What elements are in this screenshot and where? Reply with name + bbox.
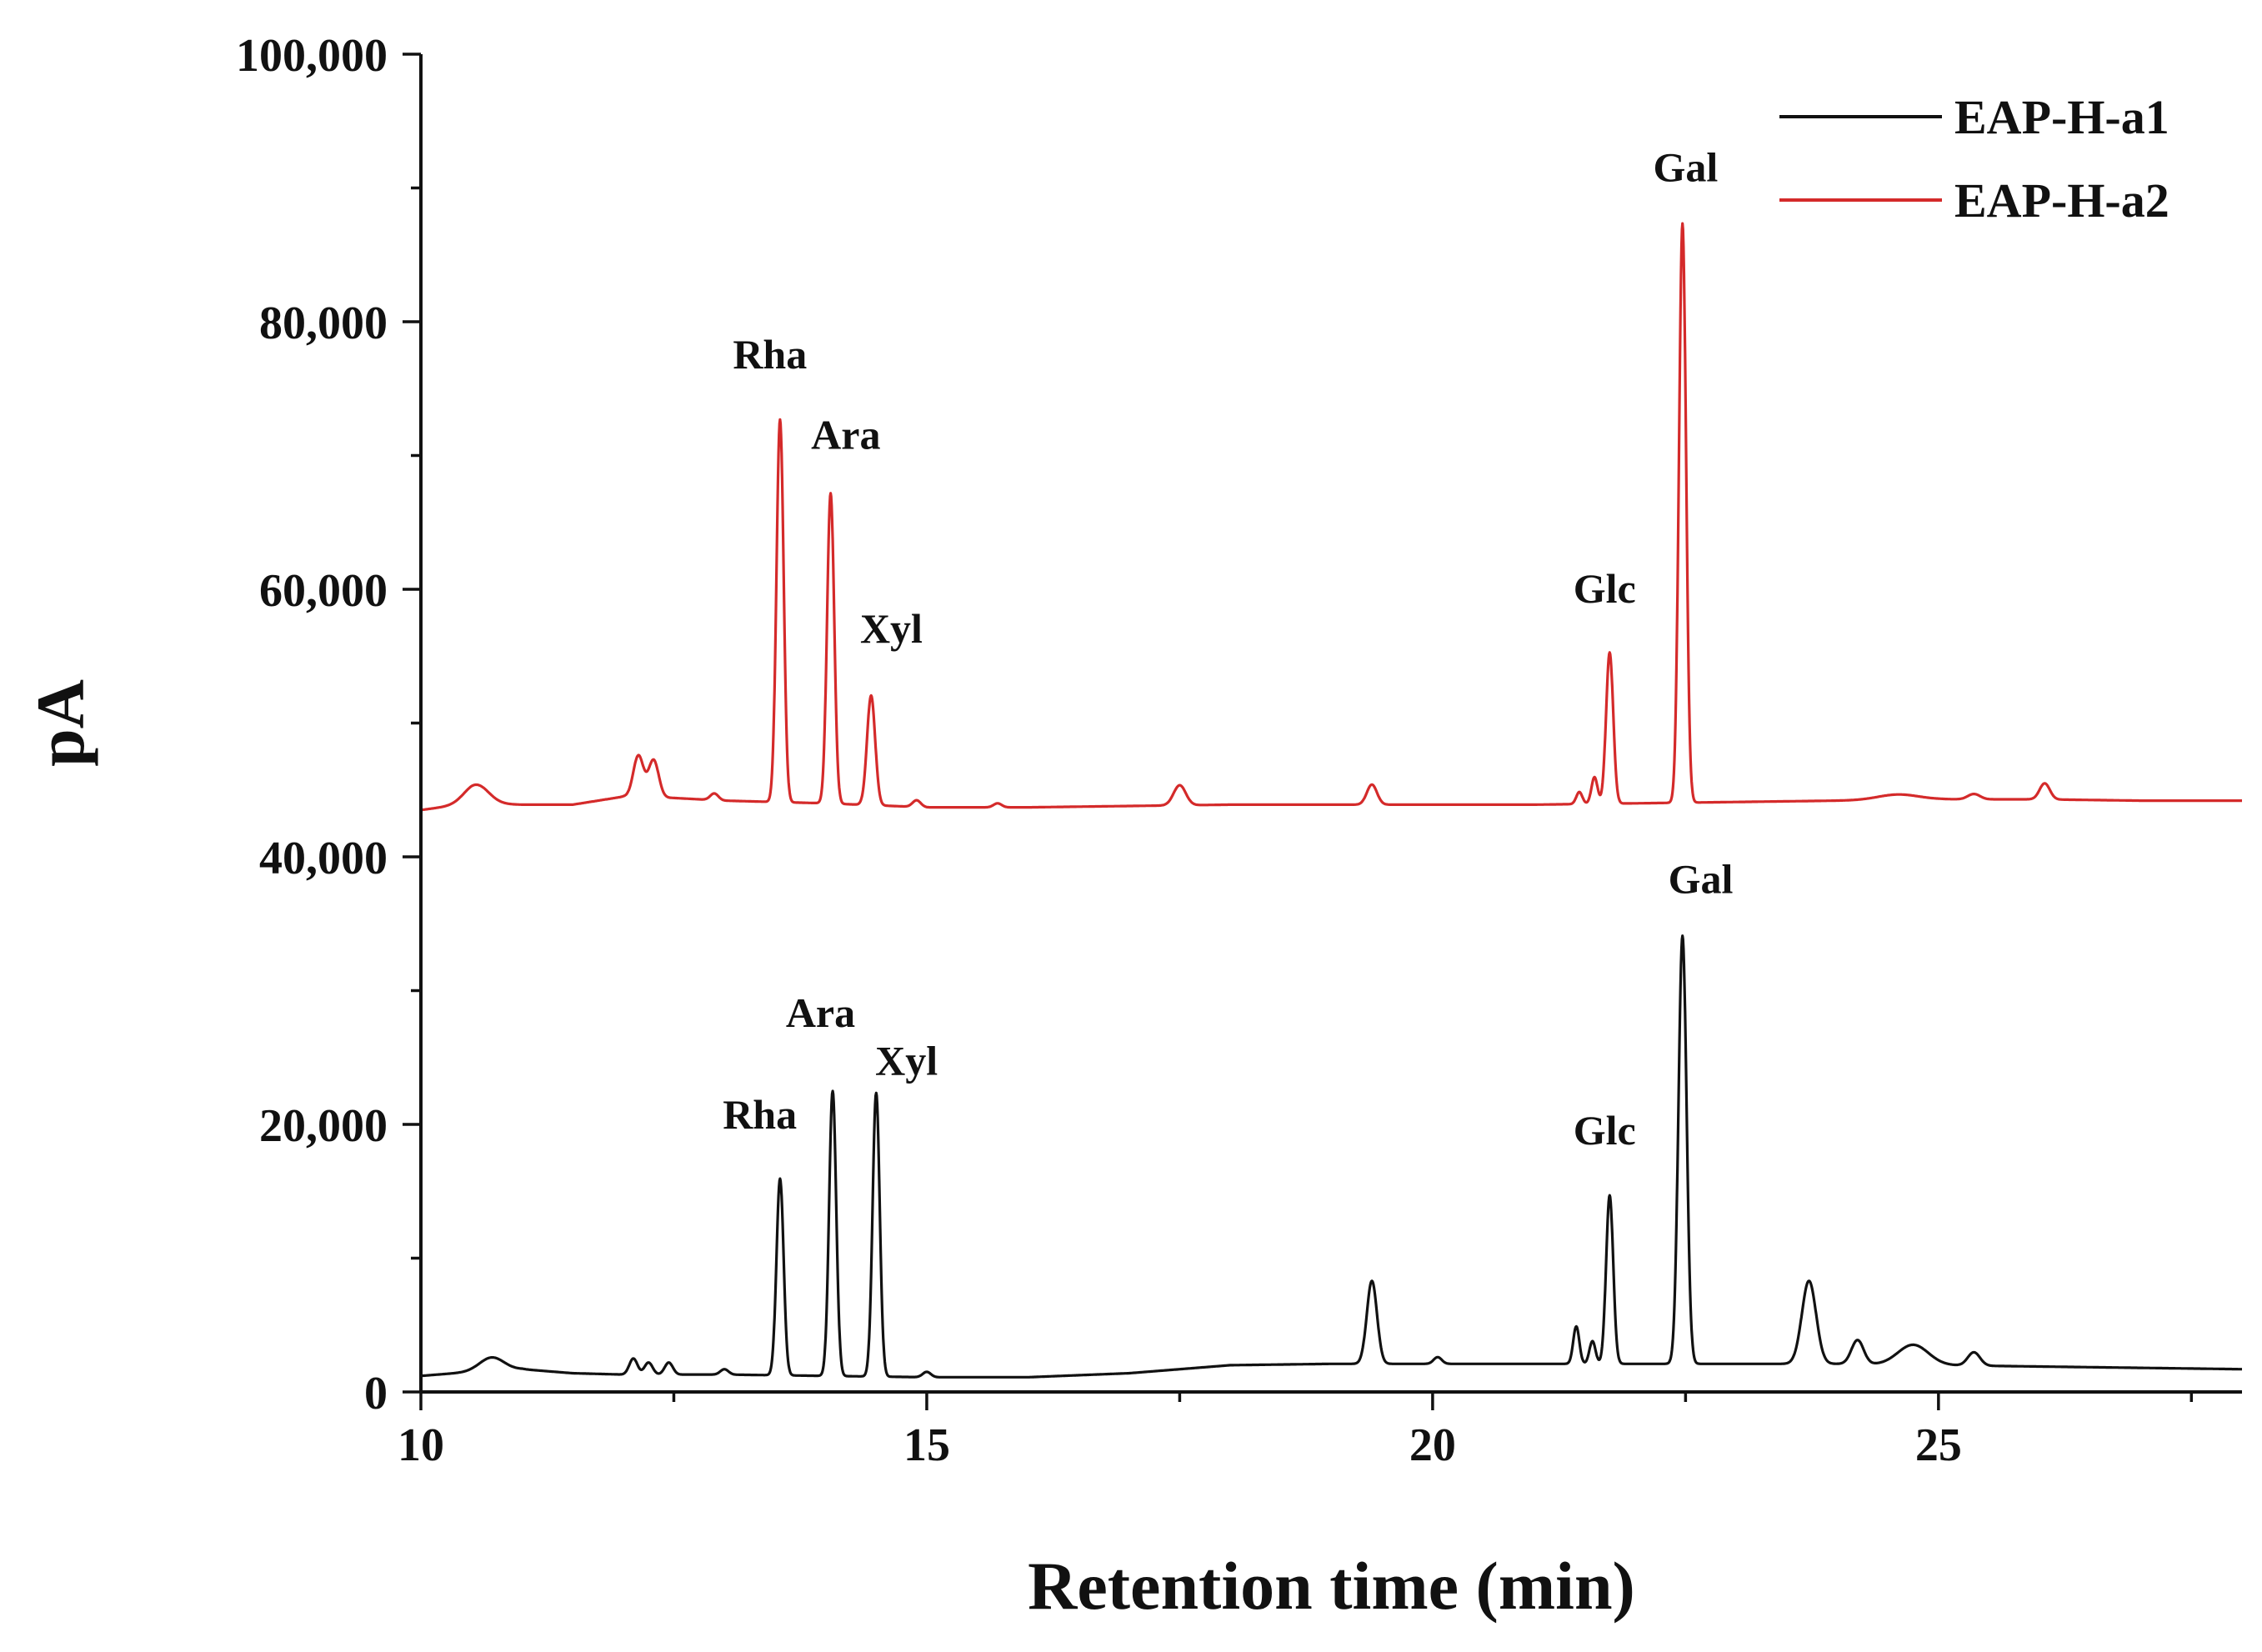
peak-label-gal: Gal <box>1653 143 1718 190</box>
x-tick-label: 15 <box>903 1419 950 1471</box>
legend-label-eap-h-a2: EAP-H-a2 <box>1954 173 2169 228</box>
y-axis-title: pA <box>23 679 98 767</box>
y-tick-label: 0 <box>364 1368 388 1419</box>
legend: EAP-H-a1 EAP-H-a2 <box>1779 90 2169 228</box>
peak-label-gal: Gal <box>1669 855 1734 902</box>
axis-tick-labels: 10 15 20 25 0 20,000 40,000 60,000 80,000 100,000 <box>236 30 1962 1471</box>
y-tick-label: 80,000 <box>259 298 388 349</box>
x-tick-label: 20 <box>1409 1419 1456 1471</box>
axis-ticks <box>403 53 2194 1410</box>
y-tick-label: 20,000 <box>259 1100 388 1152</box>
peak-label-ara: Ara <box>811 411 880 458</box>
series-line-eap-h-a1 <box>420 934 2243 1379</box>
peak-label-rha: Rha <box>723 1091 797 1138</box>
x-tick-label: 25 <box>1915 1419 1962 1471</box>
y-tick-label: 40,000 <box>259 833 388 884</box>
x-axis-title: Retention time (min) <box>1028 1548 1635 1624</box>
peak-label-rha: Rha <box>733 331 807 378</box>
series-line-eap-h-a2 <box>420 222 2243 812</box>
peak-label-glc: Glc <box>1574 1107 1636 1154</box>
peak-label-ara: Ara <box>786 989 855 1036</box>
peak-label-xyl: Xyl <box>860 605 923 652</box>
y-tick-label: 100,000 <box>236 30 388 82</box>
plot-area <box>419 54 2243 1394</box>
legend-label-eap-h-a1: EAP-H-a1 <box>1954 90 2169 144</box>
x-tick-label: 10 <box>398 1419 444 1471</box>
peak-label-glc: Glc <box>1574 565 1636 612</box>
peak-label-xyl: Xyl <box>875 1038 938 1084</box>
y-tick-label: 60,000 <box>259 565 388 617</box>
